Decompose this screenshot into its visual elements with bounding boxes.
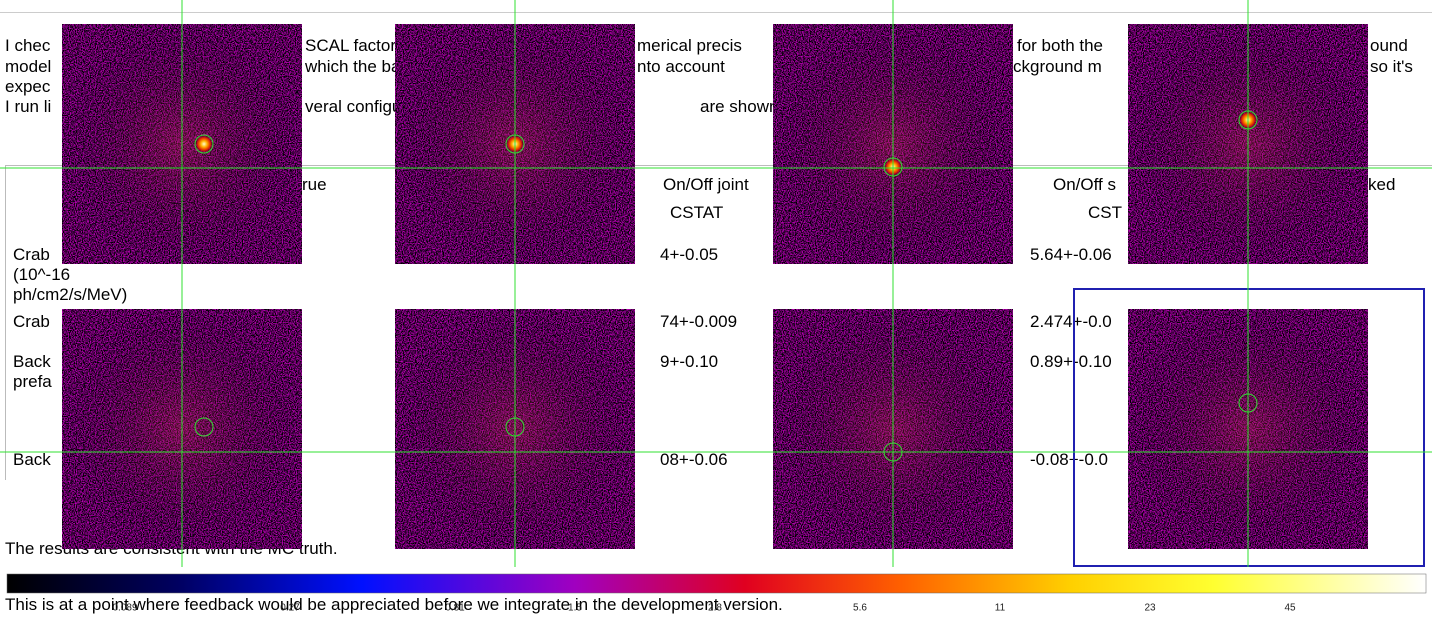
table-cell: 5.64+-0.06 <box>1030 245 1112 264</box>
table-cell: 9+-0.10 <box>660 352 719 371</box>
table-border <box>5 165 6 480</box>
table-cell: -0.08+-0.0 <box>1030 450 1108 469</box>
table-cell: Back <box>13 450 51 469</box>
colorbar <box>6 573 1427 594</box>
table-header: rue <box>302 175 327 194</box>
colorbar-label: 0.27 <box>280 603 300 614</box>
text: expec <box>5 77 51 96</box>
table-cell: 2.474+-0.0 <box>1030 312 1112 331</box>
text: ckground m <box>1013 57 1102 76</box>
text: model <box>5 57 52 76</box>
table-header: CST <box>1088 203 1122 222</box>
table-cell: Crab <box>13 312 50 331</box>
table-cell: (10^-16 <box>13 265 71 284</box>
text: merical precis <box>637 36 742 55</box>
table-cell: Back <box>13 352 51 371</box>
colorbar-label: 0.81 <box>445 603 465 614</box>
colorbar-label: 1.5 <box>568 603 582 614</box>
table-cell: 0.89+-0.10 <box>1030 352 1112 371</box>
separator <box>0 12 1432 13</box>
region-circle <box>194 417 214 437</box>
text: I chec <box>5 36 51 55</box>
table-header: CSTAT <box>670 203 724 222</box>
table-cell: ph/cm2/s/MeV) <box>13 285 128 304</box>
table-cell: prefa <box>13 372 52 391</box>
text: I run li <box>5 97 52 116</box>
colorbar-label: 5.6 <box>853 603 867 614</box>
text: so it's <box>1370 57 1413 76</box>
text: ound <box>1370 36 1408 55</box>
text: veral configur <box>305 97 408 116</box>
text: SCAL factors <box>305 36 405 55</box>
text: which the bac <box>305 57 409 76</box>
table-border <box>5 165 1432 166</box>
source <box>195 135 213 153</box>
table-cell: 08+-0.06 <box>660 450 728 469</box>
table-cell: 4+-0.05 <box>660 245 719 264</box>
colorbar-label: 45 <box>1284 603 1296 614</box>
table-cell: 74+-0.009 <box>660 312 738 331</box>
table-cell: Crab <box>13 245 50 264</box>
colorbar-label: 2.8 <box>708 603 722 614</box>
text: nto account <box>637 57 725 76</box>
table-header: On/Off joint <box>663 175 749 194</box>
text: are shown <box>700 97 779 116</box>
table-header: ked <box>1368 175 1396 194</box>
colorbar-label: 23 <box>1144 603 1156 614</box>
region-circle <box>194 134 214 154</box>
table-header: On/Off s <box>1053 175 1116 194</box>
text: for both the <box>1017 36 1104 55</box>
colorbar-label: 0.089 <box>112 603 137 614</box>
text: This is at a point where feedback would … <box>5 595 783 614</box>
colorbar-label: 11 <box>995 603 1006 614</box>
selection-box <box>1073 288 1425 567</box>
